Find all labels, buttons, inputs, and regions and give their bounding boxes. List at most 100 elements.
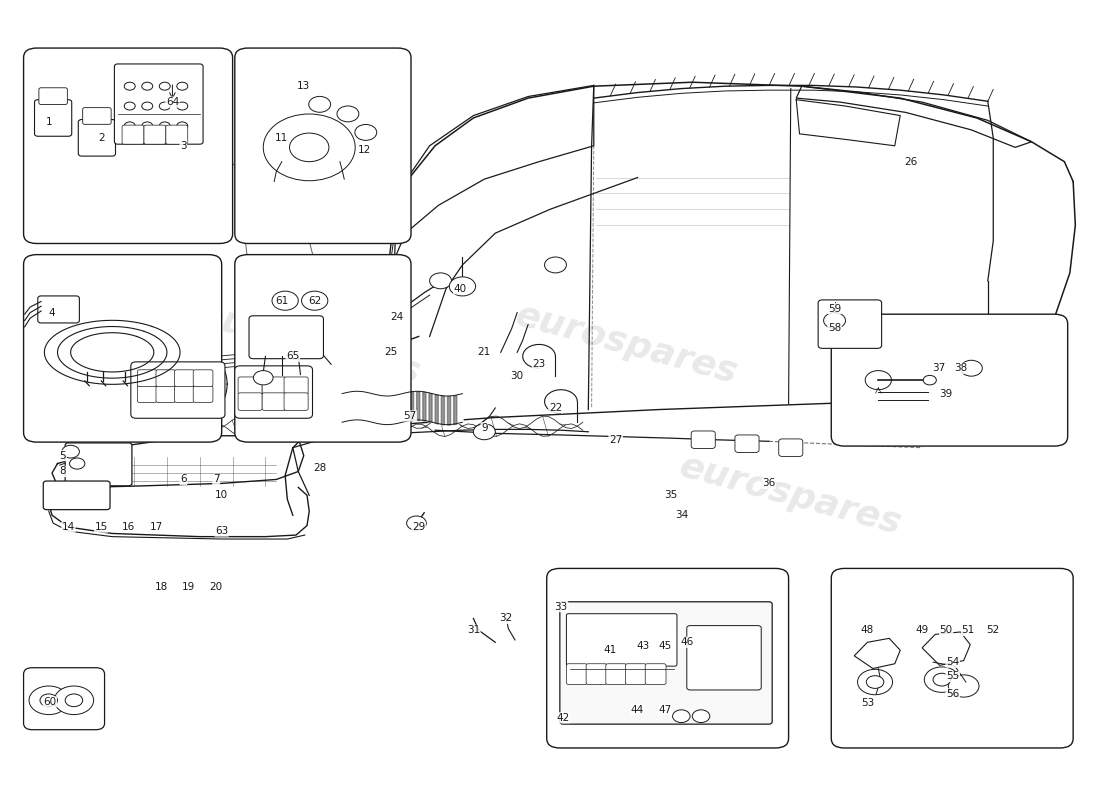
Text: 38: 38 (954, 363, 967, 374)
Circle shape (924, 667, 959, 692)
Text: 3: 3 (180, 141, 187, 150)
FancyBboxPatch shape (566, 664, 587, 685)
Text: 27: 27 (609, 434, 623, 445)
Text: 11: 11 (275, 133, 288, 143)
FancyBboxPatch shape (586, 664, 607, 685)
FancyBboxPatch shape (138, 386, 157, 402)
Text: 37: 37 (932, 363, 945, 374)
FancyBboxPatch shape (37, 296, 79, 323)
Text: 1: 1 (45, 117, 52, 127)
Circle shape (124, 122, 135, 130)
Text: 25: 25 (385, 347, 398, 358)
Circle shape (69, 458, 85, 469)
Circle shape (142, 82, 153, 90)
FancyBboxPatch shape (284, 393, 308, 410)
Text: 65: 65 (286, 351, 299, 362)
Text: eurospares: eurospares (512, 298, 741, 390)
Text: 61: 61 (275, 296, 288, 306)
Text: 12: 12 (358, 145, 371, 154)
Circle shape (263, 114, 355, 181)
Text: 9: 9 (481, 423, 487, 433)
Text: 29: 29 (412, 522, 426, 532)
Circle shape (177, 82, 188, 90)
Text: 35: 35 (663, 490, 676, 500)
Circle shape (948, 675, 979, 697)
FancyBboxPatch shape (194, 386, 213, 402)
Text: 24: 24 (390, 311, 404, 322)
Text: 16: 16 (122, 522, 135, 532)
Text: 13: 13 (297, 81, 310, 91)
Text: 20: 20 (210, 582, 223, 592)
Text: 26: 26 (904, 157, 917, 166)
Text: 53: 53 (861, 698, 875, 709)
Text: 17: 17 (150, 522, 163, 532)
Circle shape (866, 370, 891, 390)
Text: 32: 32 (499, 614, 513, 623)
FancyBboxPatch shape (23, 254, 222, 442)
Text: 45: 45 (658, 642, 671, 651)
Text: 55: 55 (946, 671, 959, 682)
FancyBboxPatch shape (166, 125, 188, 144)
Text: 23: 23 (532, 359, 546, 370)
Text: 63: 63 (214, 526, 229, 536)
Text: 64: 64 (166, 97, 179, 107)
Text: 5: 5 (59, 450, 66, 461)
FancyBboxPatch shape (832, 569, 1074, 748)
Text: 18: 18 (155, 582, 168, 592)
Text: 58: 58 (828, 323, 842, 334)
Text: 43: 43 (637, 642, 650, 651)
FancyBboxPatch shape (560, 602, 772, 724)
Text: eurospares: eurospares (195, 298, 424, 390)
Text: 42: 42 (557, 713, 570, 722)
Circle shape (473, 424, 495, 440)
Text: 46: 46 (680, 638, 693, 647)
FancyBboxPatch shape (262, 377, 286, 394)
Circle shape (867, 676, 883, 688)
Text: 50: 50 (939, 626, 953, 635)
Circle shape (124, 82, 135, 90)
Text: 22: 22 (549, 403, 562, 413)
FancyBboxPatch shape (34, 100, 72, 136)
Circle shape (253, 370, 273, 385)
Text: 48: 48 (861, 626, 875, 635)
Text: 56: 56 (946, 689, 959, 699)
FancyBboxPatch shape (686, 626, 761, 690)
FancyBboxPatch shape (779, 439, 803, 457)
Circle shape (40, 694, 57, 706)
Text: 30: 30 (510, 371, 524, 381)
Circle shape (337, 106, 359, 122)
Circle shape (54, 686, 94, 714)
FancyBboxPatch shape (114, 64, 204, 144)
FancyBboxPatch shape (626, 664, 647, 685)
FancyBboxPatch shape (175, 370, 195, 386)
Text: 54: 54 (946, 657, 959, 667)
Circle shape (301, 291, 328, 310)
Text: 41: 41 (604, 646, 617, 655)
Circle shape (177, 102, 188, 110)
Text: 34: 34 (674, 510, 688, 520)
FancyBboxPatch shape (23, 48, 232, 243)
Circle shape (62, 446, 79, 458)
Text: 14: 14 (62, 522, 75, 532)
Circle shape (160, 102, 170, 110)
Text: 2: 2 (98, 133, 104, 143)
FancyBboxPatch shape (238, 393, 262, 410)
Text: 47: 47 (658, 705, 671, 715)
Text: 57: 57 (404, 411, 417, 421)
Text: 40: 40 (453, 284, 466, 294)
Text: 51: 51 (961, 626, 975, 635)
FancyBboxPatch shape (249, 316, 323, 358)
Circle shape (65, 694, 82, 706)
Circle shape (177, 122, 188, 130)
FancyBboxPatch shape (832, 314, 1068, 446)
FancyBboxPatch shape (175, 386, 195, 402)
Circle shape (933, 674, 950, 686)
Text: 49: 49 (915, 626, 928, 635)
Text: 15: 15 (95, 522, 108, 532)
Circle shape (142, 122, 153, 130)
Circle shape (692, 710, 710, 722)
Circle shape (142, 102, 153, 110)
FancyBboxPatch shape (234, 254, 411, 442)
Circle shape (124, 102, 135, 110)
Text: 8: 8 (59, 466, 66, 477)
